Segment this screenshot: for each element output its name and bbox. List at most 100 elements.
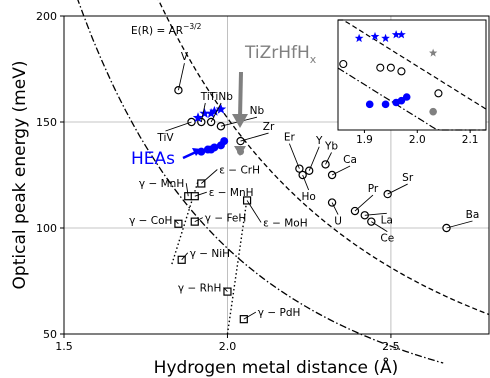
x-tick-label: 1.5	[55, 340, 73, 353]
inset-gray-star	[429, 48, 438, 57]
hea-point	[210, 143, 219, 152]
hydride-label-leader	[185, 183, 189, 197]
inset-blue-point	[365, 100, 374, 109]
fcc-label-leader	[387, 183, 408, 195]
tizrhfh-annotation: TiZrHfHx	[244, 43, 317, 66]
hydride-square-label: γ − FeH	[205, 213, 247, 225]
hea-star	[199, 108, 210, 118]
y-tick-label: 50	[43, 328, 57, 341]
fcc-hydride-label: Pr	[368, 183, 379, 195]
hydride-square-label: γ − CoH	[129, 215, 172, 227]
inset-gray-point	[429, 107, 437, 116]
dashdot-power-law-curve	[77, 0, 444, 364]
x-tick-label: 2.5	[382, 340, 400, 353]
fcc-label-leader	[446, 220, 473, 229]
formula-label: E(R) = AR−3/2	[131, 22, 202, 37]
hydride-label-leader	[194, 191, 207, 197]
inset-x-tick-label: 2.1	[462, 134, 479, 146]
fcc-label-leader	[200, 102, 206, 123]
y-tick-label: 100	[36, 222, 57, 235]
heas-arrow-head	[192, 148, 202, 156]
tizrhfh-arrow	[238, 71, 243, 119]
inset-open-circle	[397, 67, 406, 76]
fcc-label-leader	[331, 202, 339, 215]
inset-blue-star	[354, 33, 364, 43]
fcc-label-leader	[331, 165, 351, 176]
fcc-hydride-label: Y	[315, 135, 323, 147]
hea-star	[215, 103, 227, 114]
hydride-label-leader	[174, 219, 179, 225]
hydride-label-leader	[201, 169, 218, 184]
inset-dashdot-curve	[337, 67, 486, 131]
inset-open-circle	[386, 63, 395, 72]
fcc-label-leader	[354, 194, 374, 212]
fcc-label-leader	[364, 212, 387, 216]
fcc-label-leader	[288, 143, 300, 169]
tizrhfh-arrow-head-lower	[234, 146, 246, 156]
inset-open-circle	[339, 59, 348, 69]
hea-star	[192, 112, 204, 123]
fcc-hydride-label: U	[334, 216, 342, 228]
hea-star	[209, 105, 220, 116]
fcc-label-leader	[325, 152, 332, 165]
hea-star	[205, 108, 217, 118]
fcc-hydride-point	[367, 217, 376, 226]
fcc-hydride-label: Zr	[263, 121, 275, 133]
hydride-label-leader	[181, 252, 189, 261]
hydride-square-label: γ − PdH	[258, 307, 301, 319]
inset-x-tick-label: 2.0	[409, 134, 426, 146]
y-tick-label: 200	[36, 10, 57, 23]
inset-blue-point	[402, 93, 411, 101]
fcc-hydride-label: Ca	[343, 154, 357, 166]
dashed-power-law-curve	[157, 0, 490, 316]
inset-dashed-curve	[338, 19, 487, 110]
fcc-label-leader	[240, 132, 269, 142]
fcc-hydride-label: Er	[284, 132, 296, 144]
hydride-square-label: γ − MnH	[139, 178, 184, 190]
fcc-hydride-point	[236, 136, 245, 146]
inset-open-circle	[376, 63, 385, 72]
inset-x-tick-label: 1.9	[356, 134, 373, 146]
x-tick-label: 2.0	[219, 340, 237, 353]
heas-annotation: HEAs	[131, 149, 175, 169]
fcc-hydride-point	[216, 122, 226, 131]
fcc-hydride-point	[174, 85, 183, 95]
fcc-label-leader	[177, 63, 185, 91]
fcc-label-leader	[302, 174, 310, 191]
hea-point	[220, 137, 229, 146]
point-labels: V Ti TiV TiNb Nb Zr Er Ho Y Yb Ca U Pr Sr La Ce Ba ε − Cr…	[129, 51, 480, 320]
inset-blue-star	[370, 31, 380, 41]
heas-arrow	[182, 150, 197, 160]
plot-frame	[63, 15, 490, 335]
inset-blue-star	[397, 30, 406, 39]
fcc-label-leader	[371, 221, 388, 233]
y-axis-label: Optical peak energy (meV)	[10, 61, 30, 290]
fcc-hydride-label: Ba	[466, 209, 480, 221]
fcc-hydride-label: La	[381, 214, 393, 226]
hydride-square-label: ε − MoH	[263, 217, 308, 229]
hydride-square-label: γ − NiH	[190, 248, 230, 260]
dotted-trend-line-right	[226, 198, 248, 335]
hydride-label-leader	[194, 217, 203, 223]
hydride-square-label: ε − MnH	[209, 187, 254, 199]
fcc-hydride-label: Ti	[200, 91, 210, 103]
fcc-hydride-label: Ho	[301, 191, 315, 203]
inset-blue-star	[391, 30, 401, 39]
axis-ticks: 1.5 2.0 2.5 50 100 150 200	[36, 10, 400, 353]
inset-open-circle	[434, 89, 443, 98]
fcc-hydride-label: V	[181, 51, 189, 63]
fcc-hydride-label: TiNb	[208, 91, 233, 103]
hydride-label-leader	[246, 200, 262, 223]
fcc-label-leader	[210, 102, 222, 123]
inset-blue-point	[381, 100, 390, 109]
tizrhfh-arrow-head	[232, 114, 248, 128]
fcc-hydride-label: Sr	[402, 172, 414, 184]
x-axis-label: Hydrogen metal distance (Å)	[154, 356, 399, 378]
hydride-square-label: γ − RhH	[178, 283, 222, 295]
inset-plot: 1.9 2.0 2.1	[337, 19, 487, 146]
fcc-hydride-label: TiV	[156, 132, 174, 144]
fcc-hydride-label: Ce	[380, 233, 394, 245]
hydride-square-label: ε − CrH	[219, 164, 260, 176]
inset-blue-point	[397, 96, 406, 105]
